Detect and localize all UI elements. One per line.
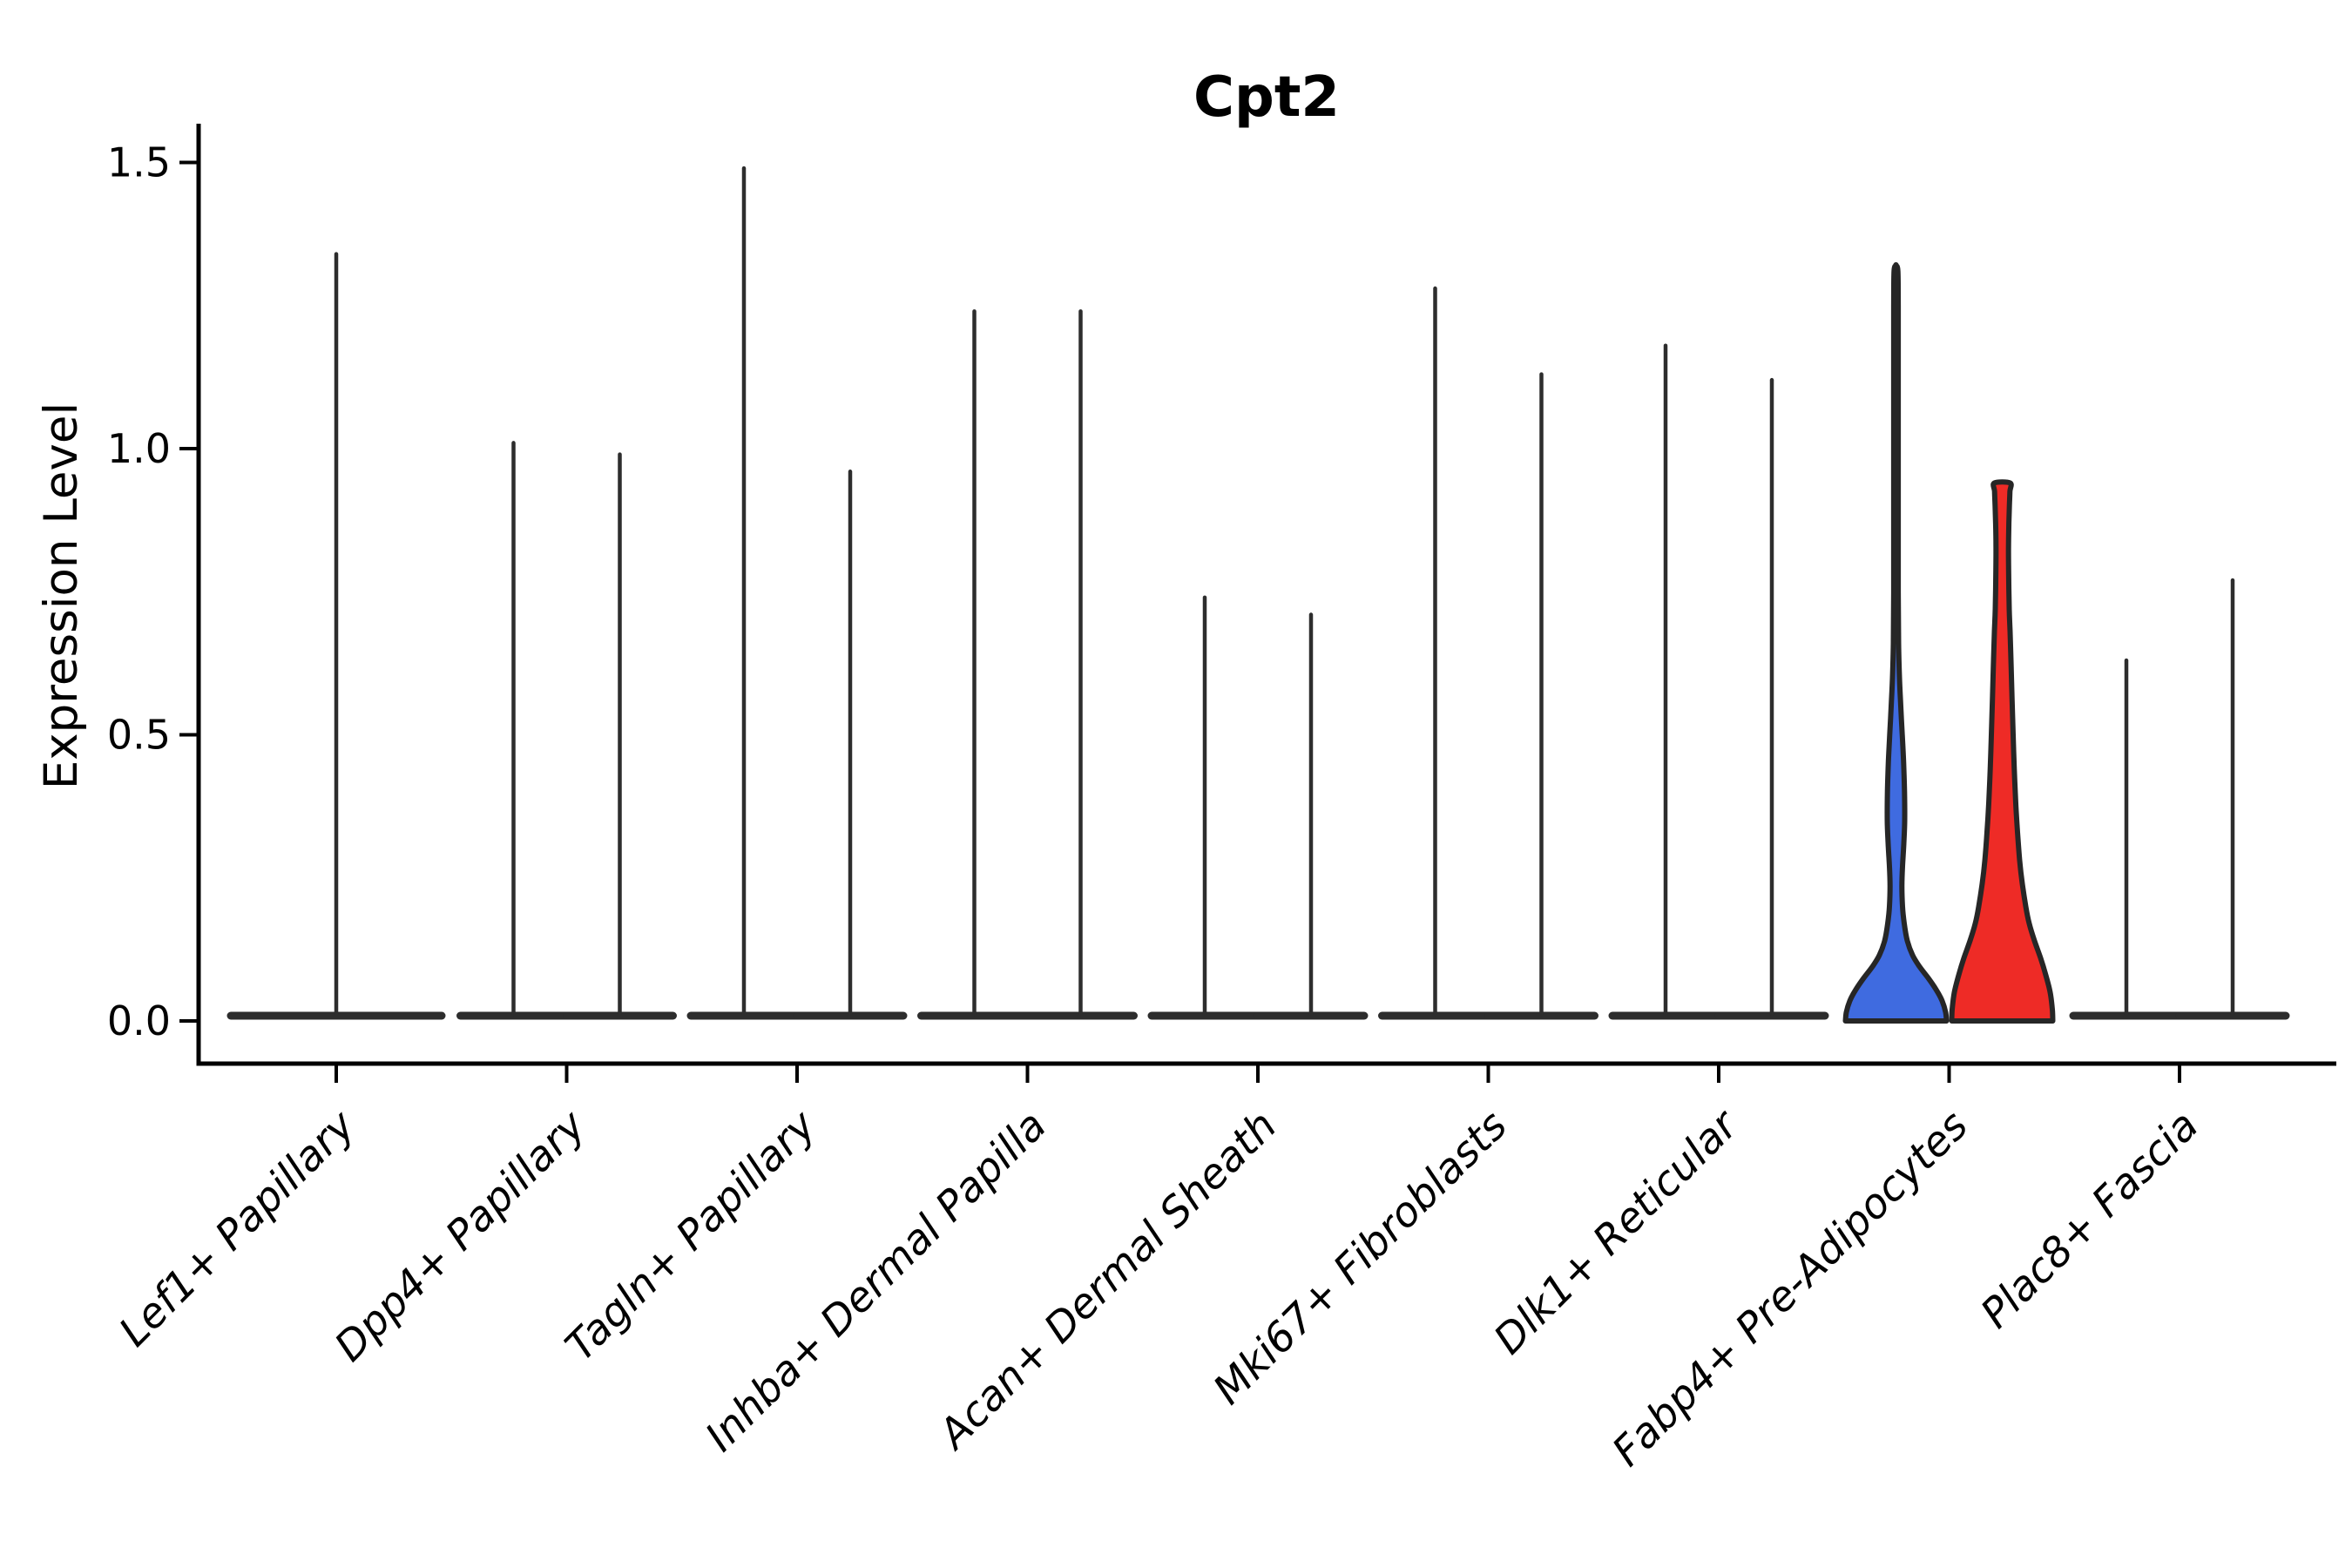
x-tick-label-7: Dlk1+ Reticular <box>1485 1100 1749 1364</box>
x-tick-label-3: Tagln+ Papillary <box>557 1101 827 1371</box>
x-tick-label-1: Lef1+ Papillary <box>110 1101 365 1356</box>
x-tick-label-9: Plac8+ Fascia <box>1971 1102 2207 1338</box>
x-tick-label-2: Dpp4+ Papillary <box>326 1101 596 1371</box>
violin-8-right <box>1949 479 2056 1024</box>
chart-title: Cpt2 <box>1193 65 1340 130</box>
y-tick-label: 1.5 <box>107 139 171 186</box>
violin-8-left <box>1842 261 1950 1024</box>
y-tick-label: 0.5 <box>107 712 171 759</box>
y-axis-label: Expression Level <box>35 402 88 789</box>
y-tick-label: 0.0 <box>107 997 171 1044</box>
y-tick-label: 1.0 <box>107 425 171 472</box>
